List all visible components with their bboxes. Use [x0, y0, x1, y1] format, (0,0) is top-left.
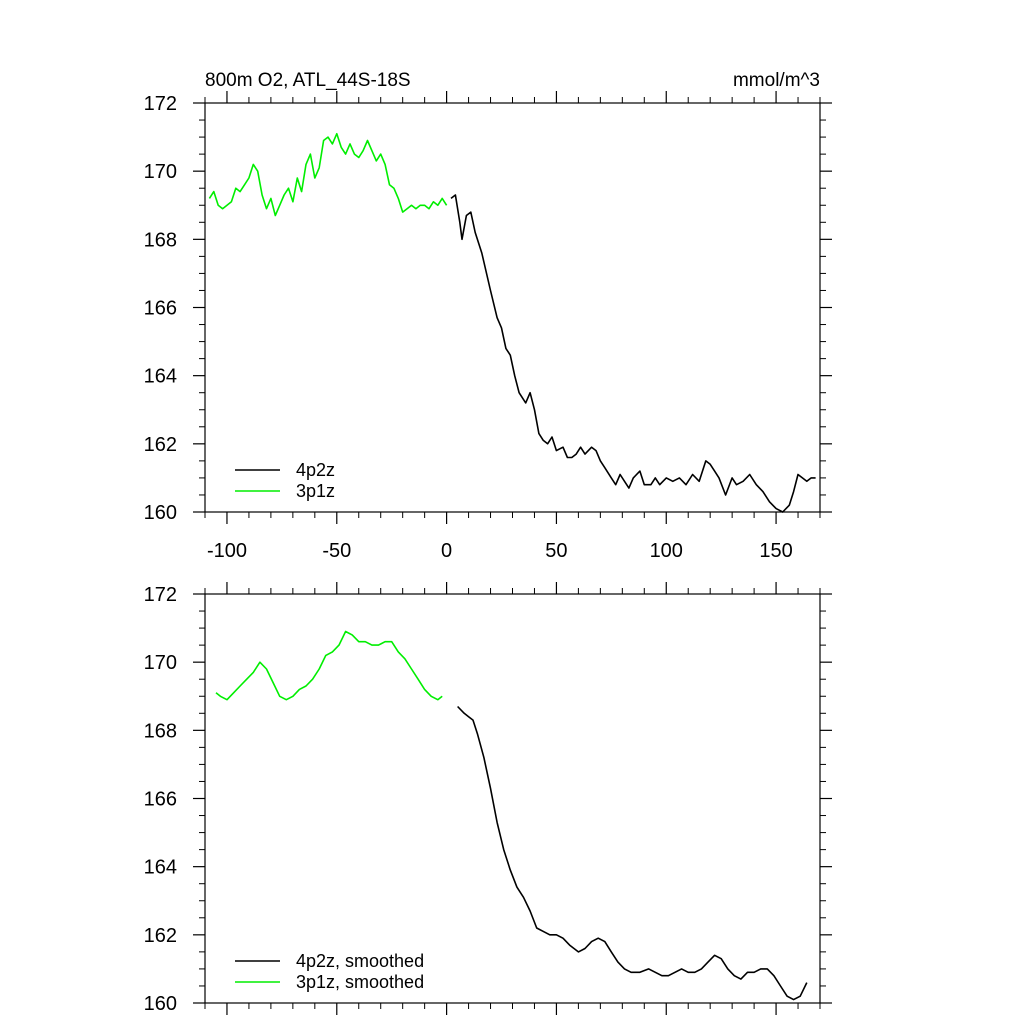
y-tick-label: 160	[144, 502, 177, 524]
bottom-series	[215, 630, 808, 1001]
y-tick-label: 172	[144, 584, 177, 606]
x-tick-label: 0	[441, 540, 452, 562]
y-tick-label: 166	[144, 298, 177, 320]
x-tick-label: 150	[759, 540, 792, 562]
top-ticks: 160 162 164 166 168 170 172 -100 -50 0 50 100 150	[144, 91, 832, 562]
bottom-ticks: 160 162 164 166 168 170 172	[144, 582, 832, 1015]
y-tick-label: 172	[144, 93, 177, 115]
y-tick-label: 162	[144, 925, 177, 947]
bottom-plot-frame	[204, 593, 821, 1004]
top-plot-frame	[204, 102, 821, 513]
y-tick-label: 164	[144, 366, 177, 388]
x-tick-label: 100	[650, 540, 683, 562]
x-tick-label: -100	[207, 540, 247, 562]
legend-label-4p2z: 4p2z	[296, 460, 335, 480]
x-tick-label: 50	[545, 540, 567, 562]
series-line-4p2z	[450, 194, 816, 513]
series-line-4p2z-smoothed	[457, 705, 808, 1001]
top-legend: 4p2z 3p1z	[235, 460, 335, 501]
y-tick-label: 166	[144, 789, 177, 811]
y-tick-label: 168	[144, 229, 177, 251]
y-tick-label: 168	[144, 720, 177, 742]
chart-title: 800m O2, ATL_44S-18S	[205, 70, 411, 91]
y-tick-label: 160	[144, 993, 177, 1015]
legend-label-3p1z-smoothed: 3p1z, smoothed	[296, 972, 424, 992]
x-tick-label: -50	[322, 540, 351, 562]
y-tick-label: 162	[144, 434, 177, 456]
y-tick-label: 164	[144, 857, 177, 879]
y-tick-label: 170	[144, 652, 177, 674]
bottom-legend: 4p2z, smoothed 3p1z, smoothed	[235, 951, 424, 992]
top-panel: 160 162 164 166 168 170 172 -100 -50 0 50 100 150 4p…	[144, 91, 832, 562]
series-line-3p1z	[208, 132, 448, 217]
y-tick-label: 170	[144, 161, 177, 183]
bottom-panel: 160 162 164 166 168 170 172 4p2z, smoothed 3p1…	[144, 582, 832, 1015]
legend-label-3p1z: 3p1z	[296, 481, 335, 501]
series-line-3p1z-smoothed	[215, 630, 443, 701]
top-series	[208, 132, 816, 513]
units-label: mmol/m^3	[733, 70, 820, 91]
legend-label-4p2z-smoothed: 4p2z, smoothed	[296, 951, 424, 971]
